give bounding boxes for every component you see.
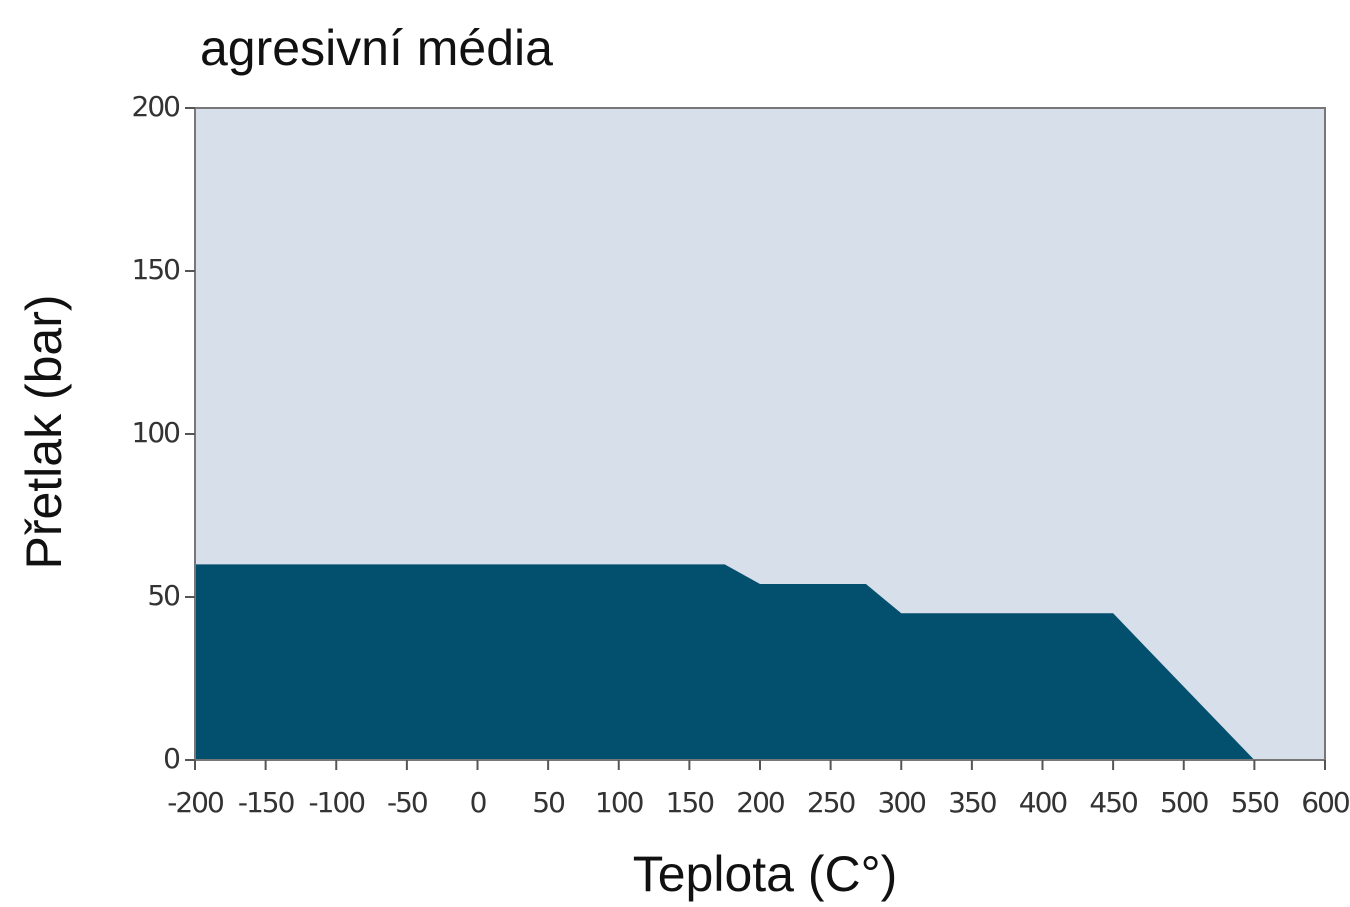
y-tick-label: 150	[132, 253, 180, 286]
x-tick-label: -100	[308, 786, 364, 819]
x-tick-label: 150	[666, 786, 714, 819]
x-tick-label: 100	[595, 786, 643, 819]
y-axis-label: Přetlak (bar)	[16, 294, 72, 569]
x-tick-label: 400	[1019, 786, 1067, 819]
x-tick-label: -50	[387, 786, 427, 819]
y-tick-label: 50	[147, 579, 179, 612]
chart-title: agresivní média	[200, 20, 553, 76]
y-tick-label: 0	[163, 742, 179, 775]
x-tick-label: 250	[807, 786, 855, 819]
x-tick-label: 350	[948, 786, 996, 819]
x-tick-label: 550	[1231, 786, 1279, 819]
x-tick-label: -200	[167, 786, 223, 819]
x-tick-label: 200	[736, 786, 784, 819]
x-tick-label: 450	[1089, 786, 1137, 819]
x-tick-label: -150	[238, 786, 294, 819]
x-tick-label: 600	[1301, 786, 1349, 819]
x-tick-label: 50	[532, 786, 564, 819]
x-tick-label: 0	[470, 786, 486, 819]
x-axis-label: Teplota (C°)	[633, 846, 898, 902]
x-tick-label: 300	[878, 786, 926, 819]
area	[195, 564, 1255, 760]
x-tick-label: 500	[1160, 786, 1208, 819]
y-tick-label: 200	[132, 90, 180, 123]
y-tick-label: 100	[132, 416, 180, 449]
